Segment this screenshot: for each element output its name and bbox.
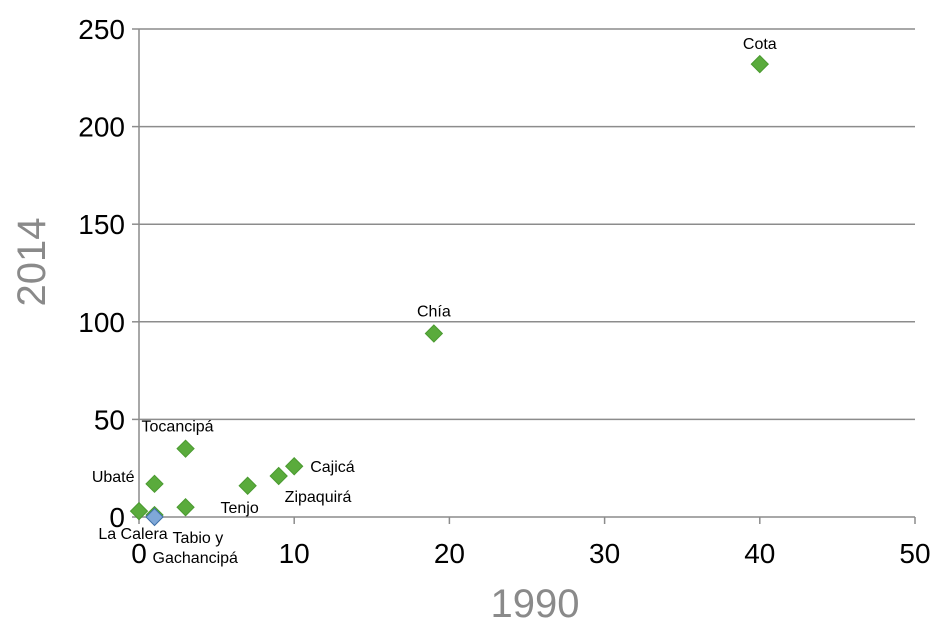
gridlines: [139, 28, 915, 421]
data-point-la-calera: [129, 501, 149, 521]
data-point-cajicá: [284, 457, 304, 476]
data-point-zipaquirá: [269, 466, 288, 486]
x-tick-label-0: 0: [131, 538, 147, 569]
data-point-cota: [750, 54, 770, 74]
point-labels: Cota Chía Tocancipá Cajicá Zipaquirá Tenjo Uba…: [92, 36, 777, 567]
point-label-cota: Cota: [743, 36, 777, 53]
x-tick-label-30: 30: [589, 538, 620, 569]
data-point-tabio-y-gachancipá: [176, 498, 195, 517]
data-point-tenjo: [238, 476, 257, 495]
y-tick-label-100: 100: [78, 307, 125, 338]
y-tick-label-150: 150: [78, 209, 125, 240]
point-label-ubaté: Ubaté: [92, 469, 135, 486]
x-axis-title: 1990: [491, 582, 580, 624]
point-label-zipaquirá: Zipaquirá: [285, 489, 352, 506]
x-tick-label-50: 50: [899, 538, 930, 569]
data-point-unlabeled-10: [145, 507, 164, 527]
data-point-ubaté: [145, 474, 164, 494]
x-tick-label-20: 20: [434, 538, 465, 569]
point-label-gachancipa: Gachancipá: [153, 550, 238, 567]
data-point-chía: [424, 324, 444, 343]
x-tick-label-10: 10: [279, 538, 310, 569]
axes: [132, 28, 916, 524]
x-tick-label-40: 40: [744, 538, 775, 569]
y-tick-label-200: 200: [78, 112, 125, 143]
point-label-tabio-y: Tabio y: [173, 530, 224, 547]
y-axis-title: 2014: [10, 218, 54, 307]
y-tick-label-250: 250: [78, 14, 125, 45]
x-axis-ticks: 0 10 20 30 40 50: [131, 538, 930, 569]
point-label-cajicá: Cajicá: [310, 459, 355, 476]
y-tick-label-50: 50: [94, 404, 125, 435]
y-axis-ticks: 0 50 100 150 200 250: [78, 14, 125, 533]
y-tick-label-0: 0: [109, 502, 125, 533]
point-label-la-calera: La Calera: [98, 526, 167, 543]
data-points: [129, 54, 770, 527]
point-label-tenjo: Tenjo: [221, 500, 259, 517]
point-label-chía: Chía: [417, 304, 451, 321]
data-point-tocancipá: [176, 439, 195, 458]
point-label-tocancipá: Tocancipá: [142, 419, 214, 436]
